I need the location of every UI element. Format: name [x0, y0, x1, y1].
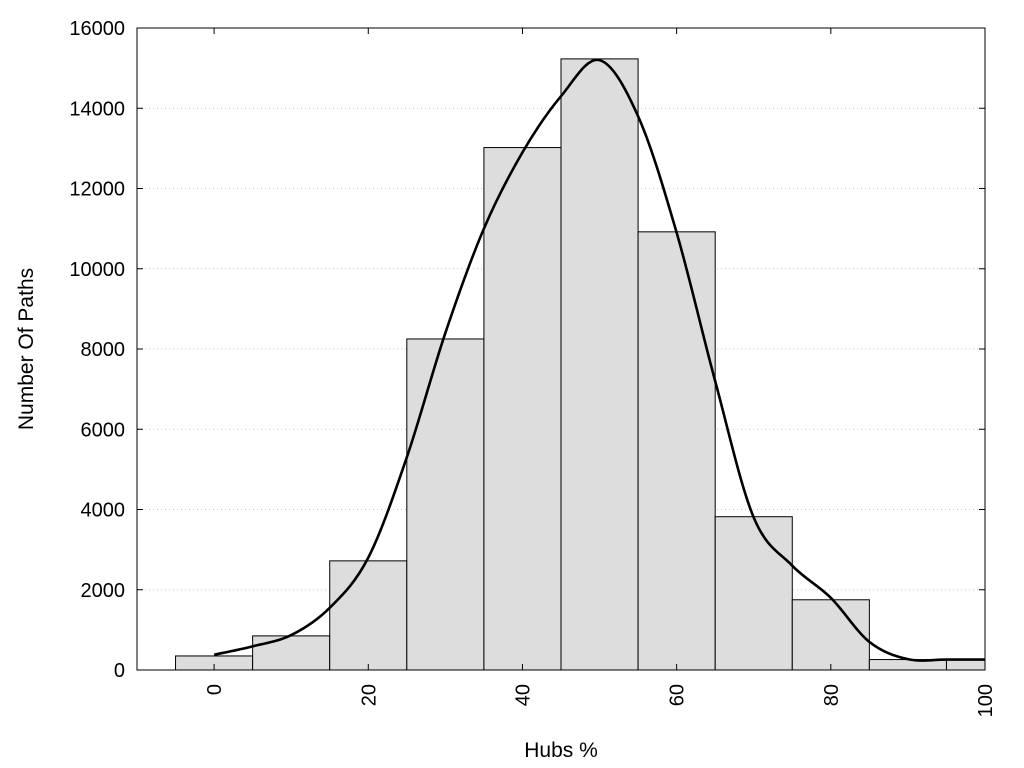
y-axis-title: Number Of Paths [15, 268, 38, 430]
y-tick-label: 8000 [81, 339, 126, 361]
histogram-bar [560, 58, 639, 671]
x-axis-ticks: 0 20 40 60 80 100 [204, 28, 997, 717]
histogram-bar [791, 599, 870, 671]
histogram-bar [637, 231, 716, 671]
histogram-bar [945, 659, 986, 671]
histogram-bar [406, 338, 485, 671]
histogram-bars [175, 58, 986, 671]
x-tick-label: 20 [358, 684, 380, 706]
y-tick-label: 6000 [81, 419, 126, 441]
y-tick-label: 0 [114, 660, 125, 682]
histogram-bar [252, 635, 331, 671]
y-tick-label: 12000 [69, 179, 125, 201]
y-tick-label: 4000 [81, 500, 126, 522]
y-tick-label: 16000 [69, 18, 125, 40]
x-tick-label: 100 [975, 684, 997, 717]
x-tick-label: 40 [512, 684, 534, 706]
y-tick-label: 14000 [69, 98, 125, 120]
y-tick-label: 2000 [81, 580, 126, 602]
histogram-bar [329, 560, 408, 671]
x-axis-title: Hubs % [524, 739, 598, 762]
x-tick-label: 0 [204, 684, 226, 695]
histogram-bar [483, 147, 562, 671]
density-curve-group [213, 58, 986, 662]
y-axis-ticks: 0 2000 4000 6000 8000 10000 12000 14000 16000 [69, 18, 985, 682]
density-curve [213, 58, 986, 662]
x-tick-label: 80 [821, 684, 843, 706]
x-tick-label: 60 [667, 684, 689, 706]
y-tick-label: 10000 [69, 259, 125, 281]
histogram-bar [714, 516, 793, 671]
